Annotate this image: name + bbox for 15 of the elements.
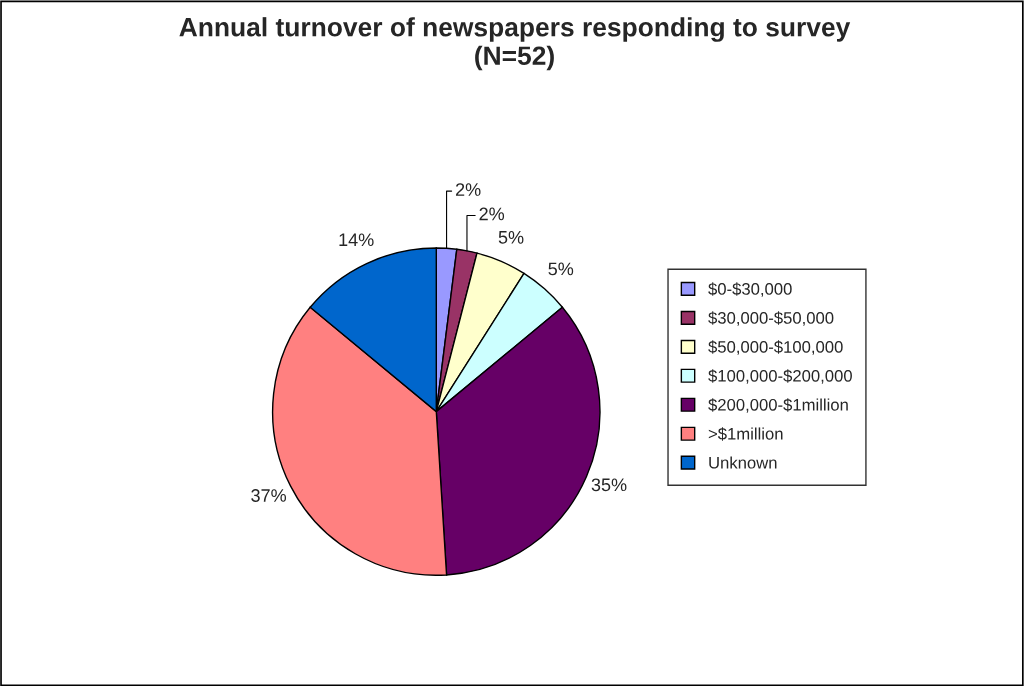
data-label: 35% <box>591 478 627 492</box>
legend-label: >$1million <box>708 427 783 441</box>
legend-label: $0-$30,000 <box>708 282 792 297</box>
legend-label: $200,000-$1million <box>708 398 848 413</box>
data-label: 5% <box>548 262 574 276</box>
chart-title: Annual turnover of newspapers responding to survey (N=52) <box>179 17 851 71</box>
data-label: 14% <box>339 233 374 247</box>
legend-label: $100,000-$200,000 <box>708 369 852 384</box>
data-label: 5% <box>498 231 524 244</box>
legend-label: $30,000-$50,000 <box>708 311 834 326</box>
data-label: 2% <box>479 207 505 221</box>
data-label: 2% <box>455 183 481 196</box>
legend-label: Unknown <box>709 456 777 469</box>
legend-label: $50,000-$100,000 <box>708 340 843 355</box>
data-label: 37% <box>251 489 287 502</box>
